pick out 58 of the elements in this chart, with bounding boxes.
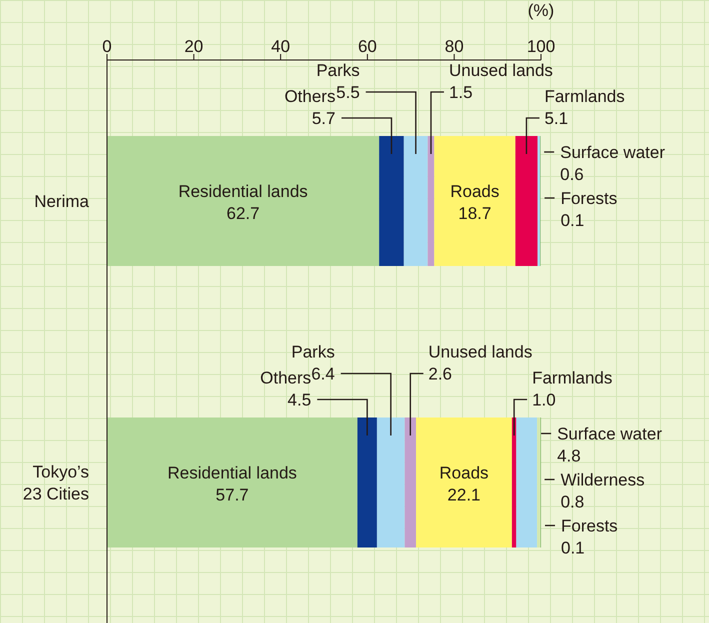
text: Parks (316, 61, 360, 80)
series-label: Farmlands (544, 87, 625, 106)
data-label: 4.5 (288, 390, 312, 410)
bar (428, 136, 434, 266)
series-label: Forests (560, 189, 618, 208)
text: Farmlands (532, 368, 612, 388)
bar (357, 418, 377, 548)
data-label: 22.1 (447, 486, 481, 504)
bar (516, 418, 538, 548)
series-label: Residential lands (178, 182, 308, 201)
bar (404, 418, 416, 548)
data-label: 1.5 (448, 83, 473, 102)
data-label: 2.6 (428, 364, 452, 384)
bar (537, 418, 541, 548)
y-tick-label: Tokyo’s 23 Cities (22, 462, 89, 504)
series-label: Wilderness (560, 470, 645, 490)
data-label: 4.8 (557, 446, 581, 466)
data-label: 62.7 (226, 204, 260, 223)
bar (404, 136, 428, 266)
bar (379, 136, 404, 266)
data-label: 0.1 (560, 211, 584, 230)
y-tick-label: Nerima (34, 192, 90, 211)
data-label: 57.7 (216, 486, 249, 504)
bar (434, 136, 516, 266)
bar (107, 418, 358, 548)
x-tick-label: 40 (271, 37, 290, 56)
text: Forests (561, 516, 618, 536)
bar (512, 418, 516, 548)
bar (515, 136, 538, 266)
bar (107, 136, 380, 266)
text: Residential lands (167, 464, 297, 482)
text: Unused lands (448, 61, 553, 80)
x-tick-label: 0 (102, 37, 112, 56)
x-tick-label: 60 (358, 37, 377, 56)
data-label: 0.6 (560, 165, 584, 184)
data-label: 18.7 (458, 204, 492, 223)
data-label: 6.4 (311, 364, 335, 384)
data-label: 5.7 (312, 109, 336, 128)
text: Others (284, 87, 336, 106)
x-tick-label: 20 (184, 37, 204, 56)
x-tick-label: 80 (444, 37, 464, 56)
text: Roads (439, 464, 489, 482)
text: Surface water (557, 424, 662, 444)
bar (538, 136, 540, 266)
data-label: 1.0 (532, 390, 556, 410)
x-axis-title: (%) (528, 1, 554, 20)
data-label: 5.1 (544, 109, 568, 128)
text: Others (260, 368, 312, 388)
data-label: 0.1 (561, 538, 585, 558)
text: Parks (291, 342, 335, 362)
text: Unused lands (428, 342, 532, 362)
bar (376, 418, 405, 548)
data-label: 0.8 (560, 492, 584, 512)
series-label: Surface water (560, 143, 666, 162)
bar (416, 418, 512, 548)
series-label: Roads (450, 182, 500, 201)
data-label: 5.5 (336, 83, 360, 102)
x-tick-label: 100 (526, 37, 556, 56)
